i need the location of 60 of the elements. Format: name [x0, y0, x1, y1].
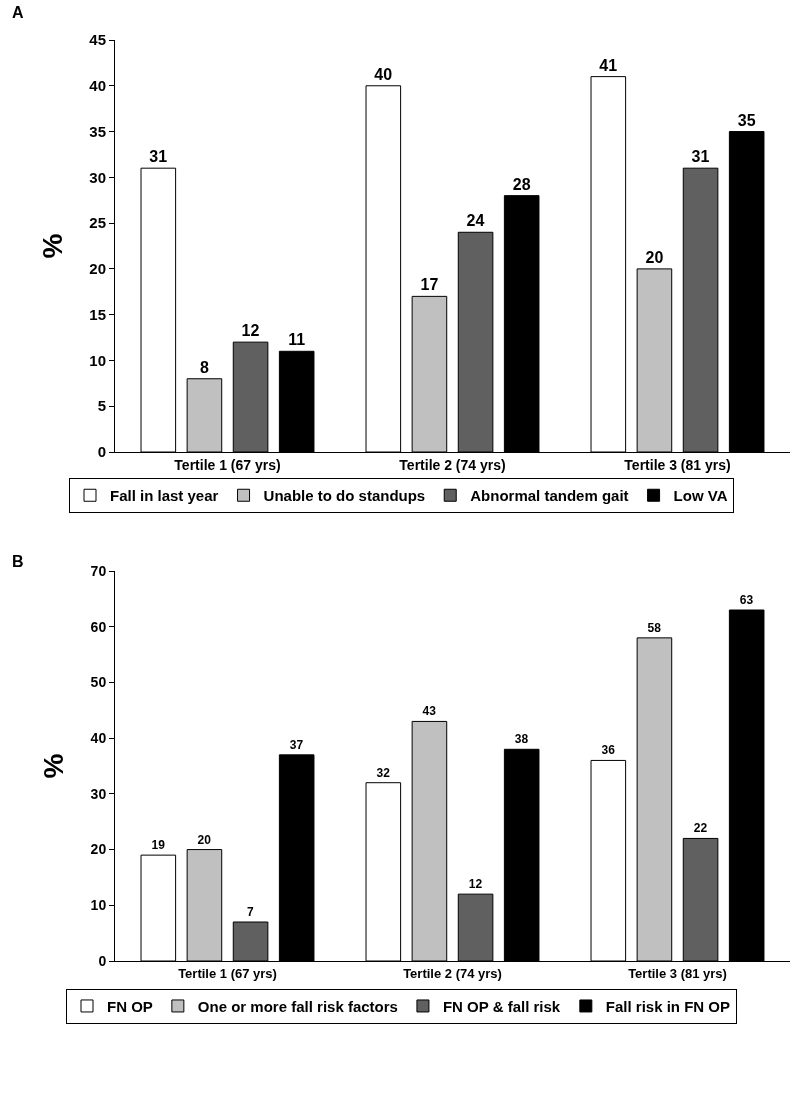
data-label: 38	[514, 732, 529, 747]
y-tick-label: 20	[89, 260, 106, 278]
y-tick-label: 45	[89, 31, 106, 49]
y-tick-label: 15	[89, 305, 106, 323]
y-axis-title: %	[37, 233, 69, 259]
x-tick-label: Tertile 3 (81 yrs)	[628, 965, 727, 981]
data-label: 31	[149, 148, 168, 166]
data-label: 37	[289, 737, 304, 752]
x-tick-label: Tertile 2 (74 yrs)	[399, 456, 506, 473]
data-label: 36	[601, 743, 616, 758]
x-tick-label: Tertile 1 (67 yrs)	[174, 456, 281, 473]
y-tick-label: 5	[97, 397, 106, 415]
data-label: 20	[645, 248, 664, 266]
x-tick-label: Tertile 2 (74 yrs)	[403, 965, 502, 981]
data-label: 11	[288, 331, 306, 349]
data-label: 19	[151, 838, 166, 853]
y-tick-label: 60	[90, 618, 107, 635]
legend-label: Unable to do standups	[263, 487, 426, 505]
chart-title: B	[12, 553, 24, 570]
y-tick-label: 40	[90, 730, 107, 747]
data-label: 35	[737, 111, 756, 129]
y-tick-label: 30	[90, 785, 107, 802]
data-label: 7	[247, 905, 255, 919]
y-tick-label: 25	[89, 214, 106, 232]
y-tick-label: 30	[89, 168, 106, 186]
data-label: 28	[512, 175, 531, 193]
y-tick-label: 50	[90, 674, 107, 691]
data-label: 43	[422, 704, 437, 719]
legend-label: Low VA	[673, 487, 728, 505]
legend-label: Abnormal tandem gait	[470, 487, 629, 505]
data-label: 22	[693, 821, 708, 836]
y-tick-label: 35	[89, 122, 106, 140]
legend-label: FN OP & fall risk	[442, 997, 561, 1015]
data-label: 63	[739, 593, 754, 607]
y-tick-label: 20	[90, 841, 107, 858]
y-tick-label: 10	[89, 351, 106, 369]
legend-label: FN OP	[107, 997, 153, 1015]
x-tick-label: Tertile 3 (81 yrs)	[624, 456, 731, 473]
y-tick-label: 0	[98, 952, 107, 969]
data-label: 17	[420, 276, 439, 294]
chart-title: A	[12, 4, 24, 21]
data-label: 20	[197, 832, 212, 847]
y-tick-label: 0	[97, 443, 106, 461]
data-label: 24	[466, 212, 485, 230]
data-label: 32	[376, 765, 391, 780]
legend-label: Fall risk in FN OP	[605, 997, 731, 1015]
data-label: 31	[691, 148, 710, 166]
y-axis-title: %	[38, 753, 70, 779]
data-label: 58	[647, 620, 662, 635]
data-label: 12	[241, 322, 260, 340]
data-label: 12	[468, 877, 483, 892]
y-tick-label: 10	[90, 897, 107, 914]
data-label: 41	[599, 56, 618, 74]
y-tick-label: 40	[89, 77, 106, 95]
legend-label: One or more fall risk factors	[197, 997, 398, 1015]
y-tick-label: 70	[90, 562, 107, 579]
data-label: 40	[374, 65, 393, 83]
legend-label: Fall in last year	[110, 487, 219, 505]
x-tick-label: Tertile 1 (67 yrs)	[178, 965, 277, 981]
data-label: 8	[199, 358, 209, 376]
